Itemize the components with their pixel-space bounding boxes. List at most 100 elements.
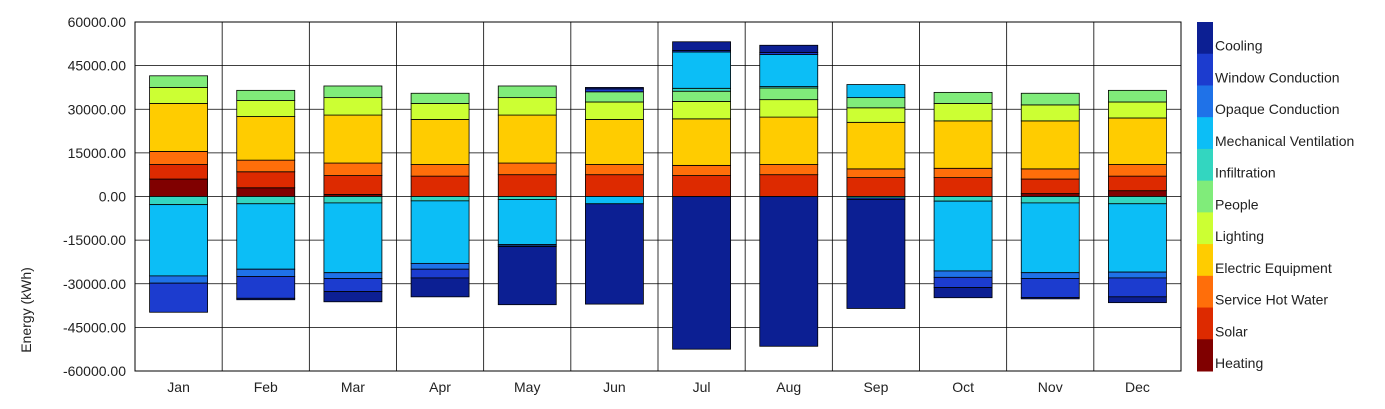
legend-swatch <box>1197 307 1213 340</box>
bar-segment-apr-electric-equipment <box>410 119 470 165</box>
plot-border <box>134 21 1182 372</box>
legend-label: Solar <box>1215 323 1248 339</box>
y-tick-label: -30000.00 <box>63 276 126 292</box>
bar-segment-dec-window-conduction <box>1108 277 1167 298</box>
bar-segment-dec-lighting <box>1108 101 1167 119</box>
bar-segment-apr-opaque-conduction <box>410 262 470 270</box>
bar-segment-mar-electric-equipment <box>323 114 383 164</box>
bar-segment-dec-heating <box>1108 190 1167 197</box>
bar-segment-dec-electric-equipment <box>1108 117 1167 165</box>
bar-segment-jan-opaque-conduction <box>149 275 208 284</box>
bar-segment-aug-electric-equipment <box>759 116 819 165</box>
legend-label: Lighting <box>1215 228 1264 244</box>
bar-segment-mar-service-hot-water <box>323 162 383 176</box>
bar-segment-may-infiltration <box>497 196 557 200</box>
bar-segment-apr-infiltration <box>410 196 470 202</box>
bar-segment-dec-people <box>1108 89 1167 103</box>
bar-segment-sep-mechanical-ventilation <box>846 84 906 99</box>
bar-segment-apr-people <box>410 92 470 104</box>
bar-segment-oct-electric-equipment <box>933 120 993 169</box>
x-tick-label: May <box>514 379 540 395</box>
bar-segment-may-solar <box>497 174 557 197</box>
bar-segment-nov-lighting <box>1020 104 1080 122</box>
bar-segment-jan-window-conduction <box>149 282 208 313</box>
bar-segment-apr-mechanical-ventilation <box>410 200 470 264</box>
legend-label: Electric Equipment <box>1215 260 1332 276</box>
bar-segment-jun-solar <box>585 174 644 197</box>
legend-swatch <box>1197 117 1213 150</box>
x-tick-label: Apr <box>429 379 451 395</box>
bar-segment-apr-window-conduction <box>410 268 470 279</box>
bar-segment-jan-electric-equipment <box>149 103 208 152</box>
legend-swatch <box>1197 85 1213 118</box>
bar-segment-feb-heating <box>236 187 296 197</box>
bar-segment-jun-lighting <box>585 101 644 120</box>
bar-segment-may-people <box>497 85 557 99</box>
bar-segment-oct-cooling <box>933 287 993 299</box>
bar-segment-jul-infiltration <box>672 87 731 92</box>
x-tick-label: Aug <box>776 379 801 395</box>
x-axis-ticks: Jan Feb Mar Apr May Jun Jul Aug Sep Oct Nov Dec <box>167 379 1150 395</box>
bar-segment-nov-people <box>1020 92 1080 106</box>
bar-segment-feb-window-conduction <box>236 276 296 299</box>
x-tick-label: Nov <box>1038 379 1063 395</box>
legend-swatch <box>1197 148 1213 182</box>
bar-segment-jun-window-conduction <box>585 88 644 93</box>
bar-segment-aug-service-hot-water <box>759 164 819 176</box>
bar-segment-nov-heating <box>1020 193 1080 197</box>
bar-segment-feb-mechanical-ventilation <box>236 203 296 270</box>
bar-segment-aug-lighting <box>759 99 819 118</box>
bar-segment-feb-opaque-conduction <box>236 268 296 277</box>
bar-segment-dec-mechanical-ventilation <box>1108 203 1167 273</box>
legend-label: Opaque Conduction <box>1215 101 1340 117</box>
y-tick-label: 60000.00 <box>68 14 127 30</box>
legend-swatch <box>1197 212 1213 245</box>
bar-segment-jan-people <box>149 75 208 88</box>
bar-segment-may-service-hot-water <box>497 162 557 176</box>
bar-segment-oct-people <box>933 91 993 104</box>
x-tick-label: Jul <box>693 379 711 395</box>
bars <box>149 41 1167 350</box>
bar-segment-jul-people <box>672 90 731 102</box>
bar-segment-jan-heating <box>149 178 208 197</box>
y-tick-label: 15000.00 <box>68 145 127 161</box>
bar-segment-mar-window-conduction <box>323 278 383 293</box>
bar-segment-jul-cooling <box>672 196 731 350</box>
x-tick-label: Mar <box>341 379 365 395</box>
bar-segment-oct-service-hot-water <box>933 167 993 178</box>
bar-segment-feb-electric-equipment <box>236 116 296 161</box>
bar-segment-feb-infiltration <box>236 196 296 205</box>
legend-label: Mechanical Ventilation <box>1215 133 1354 149</box>
bar-segment-dec-infiltration <box>1108 196 1167 205</box>
bar-segment-nov-window-conduction <box>1020 278 1080 298</box>
legend-swatch <box>1197 339 1213 372</box>
bar-segment-sep-service-hot-water <box>846 168 906 178</box>
bar-segment-jun-cooling <box>585 87 644 90</box>
y-tick-label: -15000.00 <box>63 232 126 248</box>
bar-segment-jun-electric-equipment <box>585 119 644 165</box>
bar-segment-oct-solar <box>933 177 993 197</box>
bar-segment-sep-people <box>846 97 906 109</box>
bar-segment-may-mechanical-ventilation <box>497 199 557 245</box>
bar-segment-mar-lighting <box>323 97 383 116</box>
bar-segment-jan-infiltration <box>149 196 208 206</box>
bar-segment-aug-solar <box>759 174 819 197</box>
bar-segment-aug-people <box>759 87 819 101</box>
bar-segment-mar-infiltration <box>323 196 383 204</box>
bar-segment-sep-cooling <box>846 199 906 309</box>
bar-segment-mar-mechanical-ventilation <box>323 202 383 274</box>
bar-segment-oct-lighting <box>933 103 993 122</box>
bar-segment-apr-lighting <box>410 103 470 120</box>
bar-segment-apr-service-hot-water <box>410 164 470 177</box>
bar-segment-nov-opaque-conduction <box>1020 272 1080 279</box>
bar-segment-dec-opaque-conduction <box>1108 271 1167 279</box>
bar-segment-mar-cooling <box>323 291 383 303</box>
bar-segment-aug-cooling <box>759 196 819 347</box>
bar-segment-feb-service-hot-water <box>236 159 296 173</box>
bar-segment-aug-mechanical-ventilation <box>759 54 819 87</box>
legend-swatch <box>1197 180 1213 213</box>
bar-segment-dec-solar <box>1108 175 1167 192</box>
bar-segment-jul-service-hot-water <box>672 164 731 176</box>
bar-segment-oct-infiltration <box>933 196 993 202</box>
